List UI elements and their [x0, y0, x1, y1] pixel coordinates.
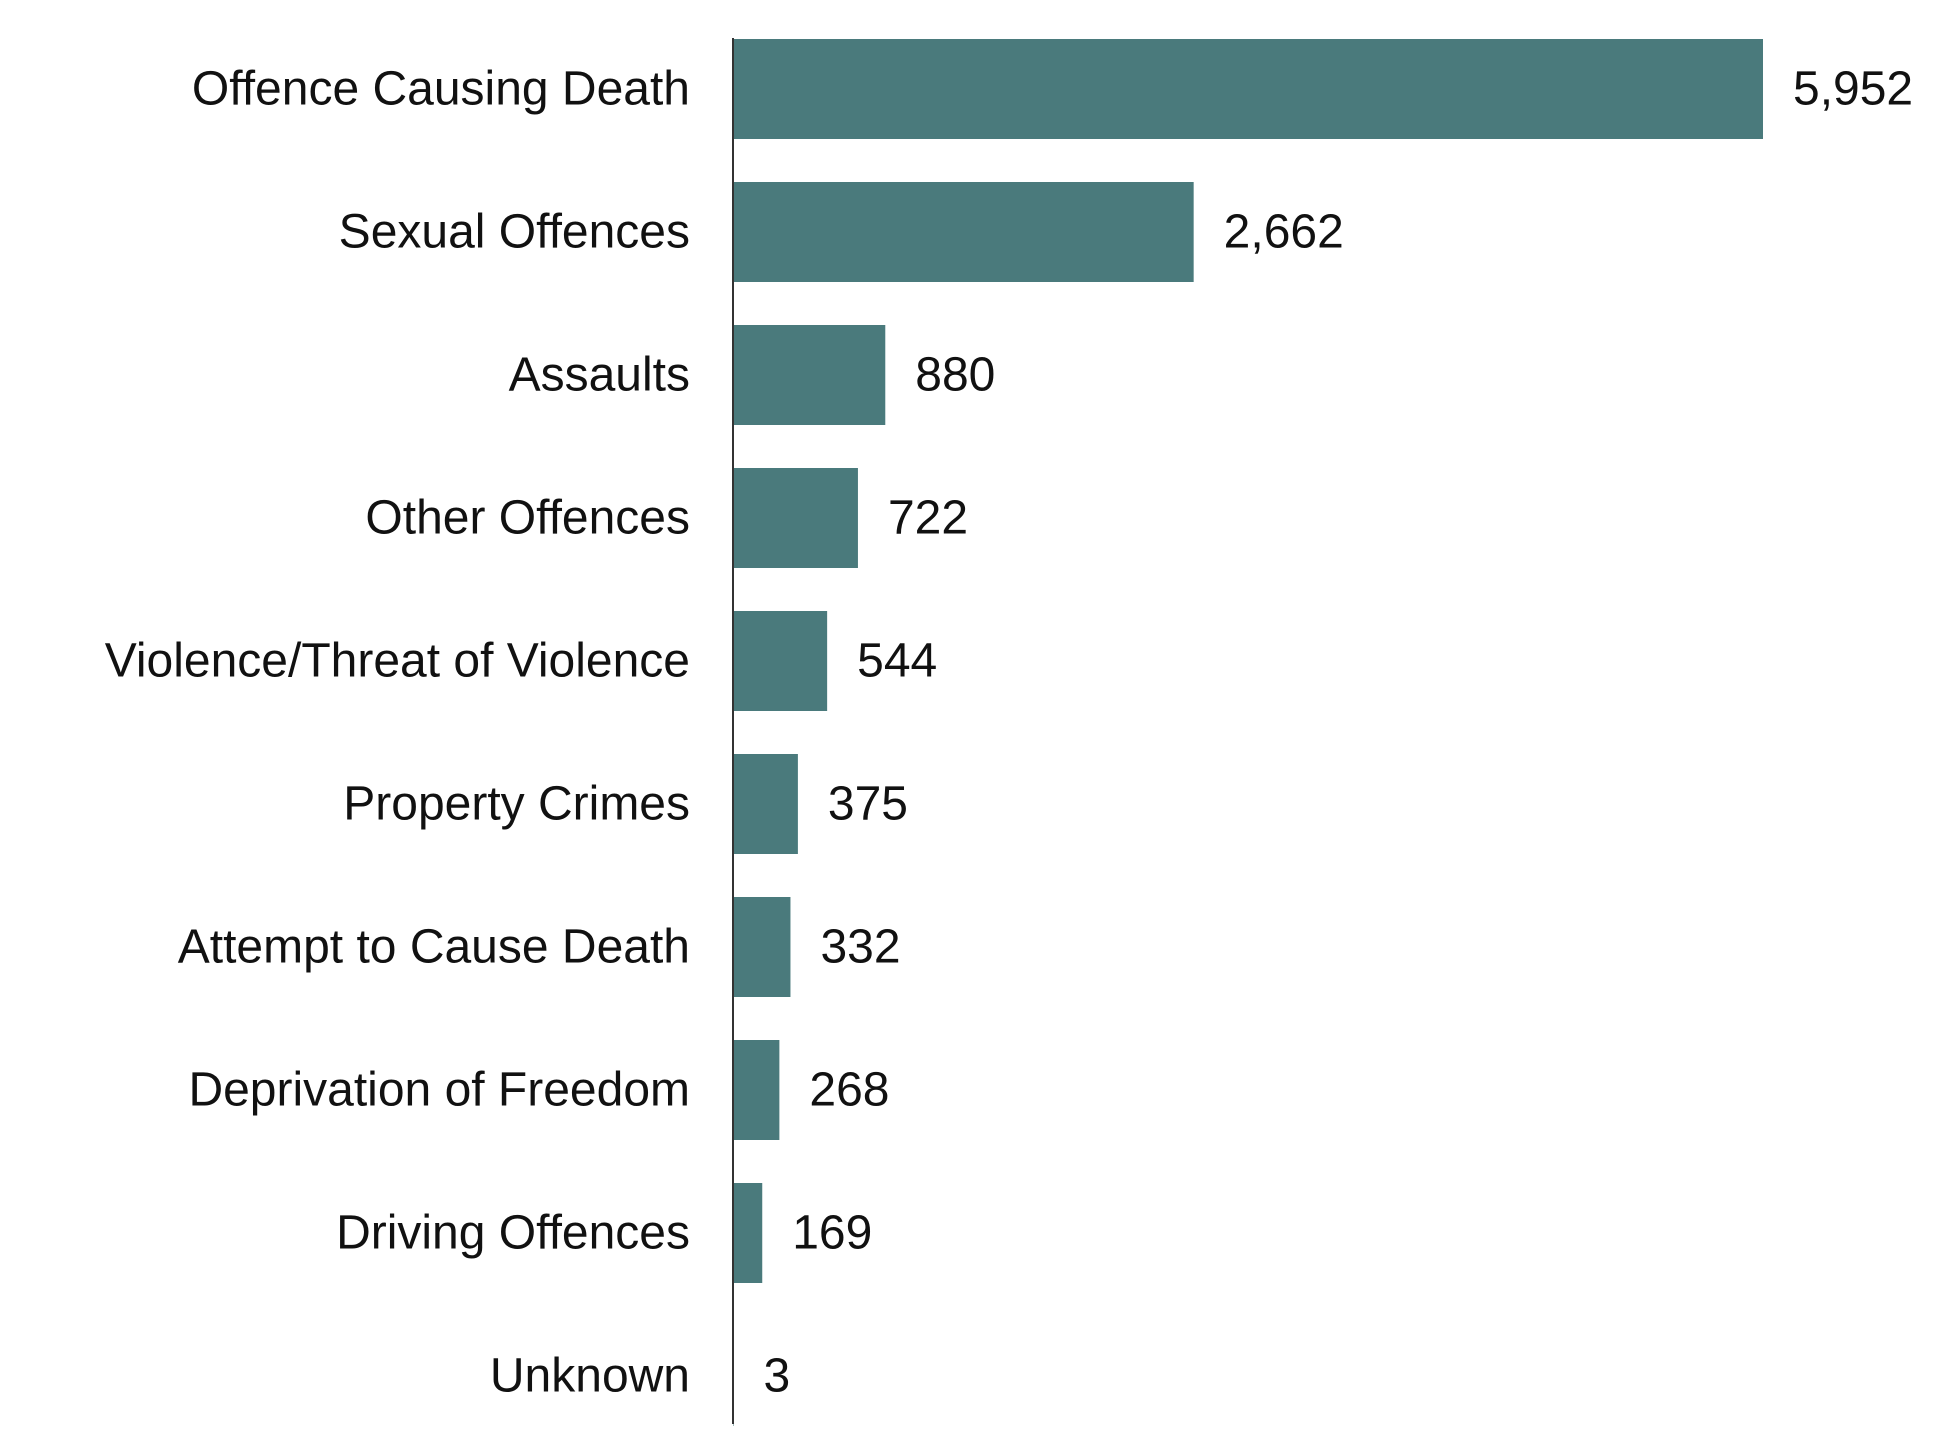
value-label-violence-threat-of-violence: 544 — [857, 635, 937, 688]
category-label-sexual-offences: Sexual Offences — [339, 206, 690, 259]
bar-driving-offences — [733, 1183, 763, 1283]
category-label-driving-offences: Driving Offences — [336, 1207, 690, 1260]
category-label-attempt-to-cause-death: Attempt to Cause Death — [178, 921, 690, 974]
category-label-violence-threat-of-violence: Violence/Threat of Violence — [105, 635, 690, 688]
value-label-other-offences: 722 — [888, 492, 968, 545]
bar-sexual-offences — [733, 182, 1194, 282]
category-label-other-offences: Other Offences — [365, 492, 690, 545]
value-label-sexual-offences: 2,662 — [1224, 206, 1344, 259]
category-label-offence-causing-death: Offence Causing Death — [192, 63, 690, 116]
value-label-offence-causing-death: 5,952 — [1793, 63, 1913, 116]
bar-attempt-to-cause-death — [733, 897, 791, 997]
bar-assaults — [733, 325, 886, 425]
bar-offence-causing-death — [733, 39, 1763, 139]
value-label-attempt-to-cause-death: 332 — [820, 921, 900, 974]
value-label-property-crimes: 375 — [828, 778, 908, 831]
category-labels-group: Offence Causing Death Sexual Offences Assa… — [105, 63, 690, 1403]
value-label-assaults: 880 — [915, 349, 995, 402]
value-label-deprivation-of-freedom: 268 — [809, 1064, 889, 1117]
category-label-unknown: Unknown — [490, 1350, 690, 1403]
category-label-assaults: Assaults — [509, 349, 690, 402]
bar-deprivation-of-freedom — [733, 1040, 780, 1140]
bar-violence-threat-of-violence — [733, 611, 828, 711]
value-label-driving-offences: 169 — [792, 1207, 872, 1260]
category-label-deprivation-of-freedom: Deprivation of Freedom — [188, 1064, 690, 1117]
bar-other-offences — [733, 468, 858, 568]
category-label-property-crimes: Property Crimes — [343, 778, 690, 831]
bars-group — [733, 39, 1763, 1426]
bar-property-crimes — [733, 754, 798, 854]
value-label-unknown: 3 — [764, 1350, 791, 1403]
value-labels-group: 5,952 2,662 880 722 544 375 332 268 169 3 — [764, 63, 1914, 1403]
